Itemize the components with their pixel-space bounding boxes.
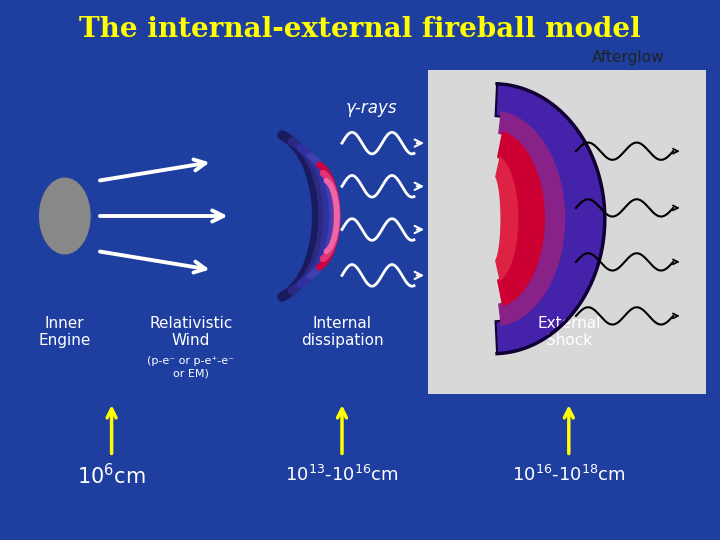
Polygon shape [495, 84, 605, 354]
Text: $10^{16}$-$10^{18}$cm: $10^{16}$-$10^{18}$cm [512, 465, 626, 485]
Text: $10^6$cm: $10^6$cm [77, 463, 146, 488]
Bar [428, 70, 706, 394]
Text: Afterglow: Afterglow [592, 50, 665, 65]
Text: Relativistic
Wind: Relativistic Wind [149, 316, 233, 348]
Text: $10^{13}$-$10^{16}$cm: $10^{13}$-$10^{16}$cm [285, 465, 399, 485]
Polygon shape [497, 131, 545, 306]
Text: γ-rays: γ-rays [346, 99, 397, 117]
Text: The internal-external fireball model: The internal-external fireball model [79, 16, 641, 43]
Text: (p-e⁻ or p-e⁺-e⁻
or EM): (p-e⁻ or p-e⁺-e⁻ or EM) [148, 356, 234, 378]
Ellipse shape [40, 178, 90, 254]
Text: Inner
Engine: Inner Engine [39, 316, 91, 348]
Polygon shape [495, 156, 518, 281]
Text: Internal
dissipation: Internal dissipation [301, 316, 383, 348]
Text: External
Shock: External Shock [537, 316, 600, 348]
Polygon shape [498, 111, 565, 326]
